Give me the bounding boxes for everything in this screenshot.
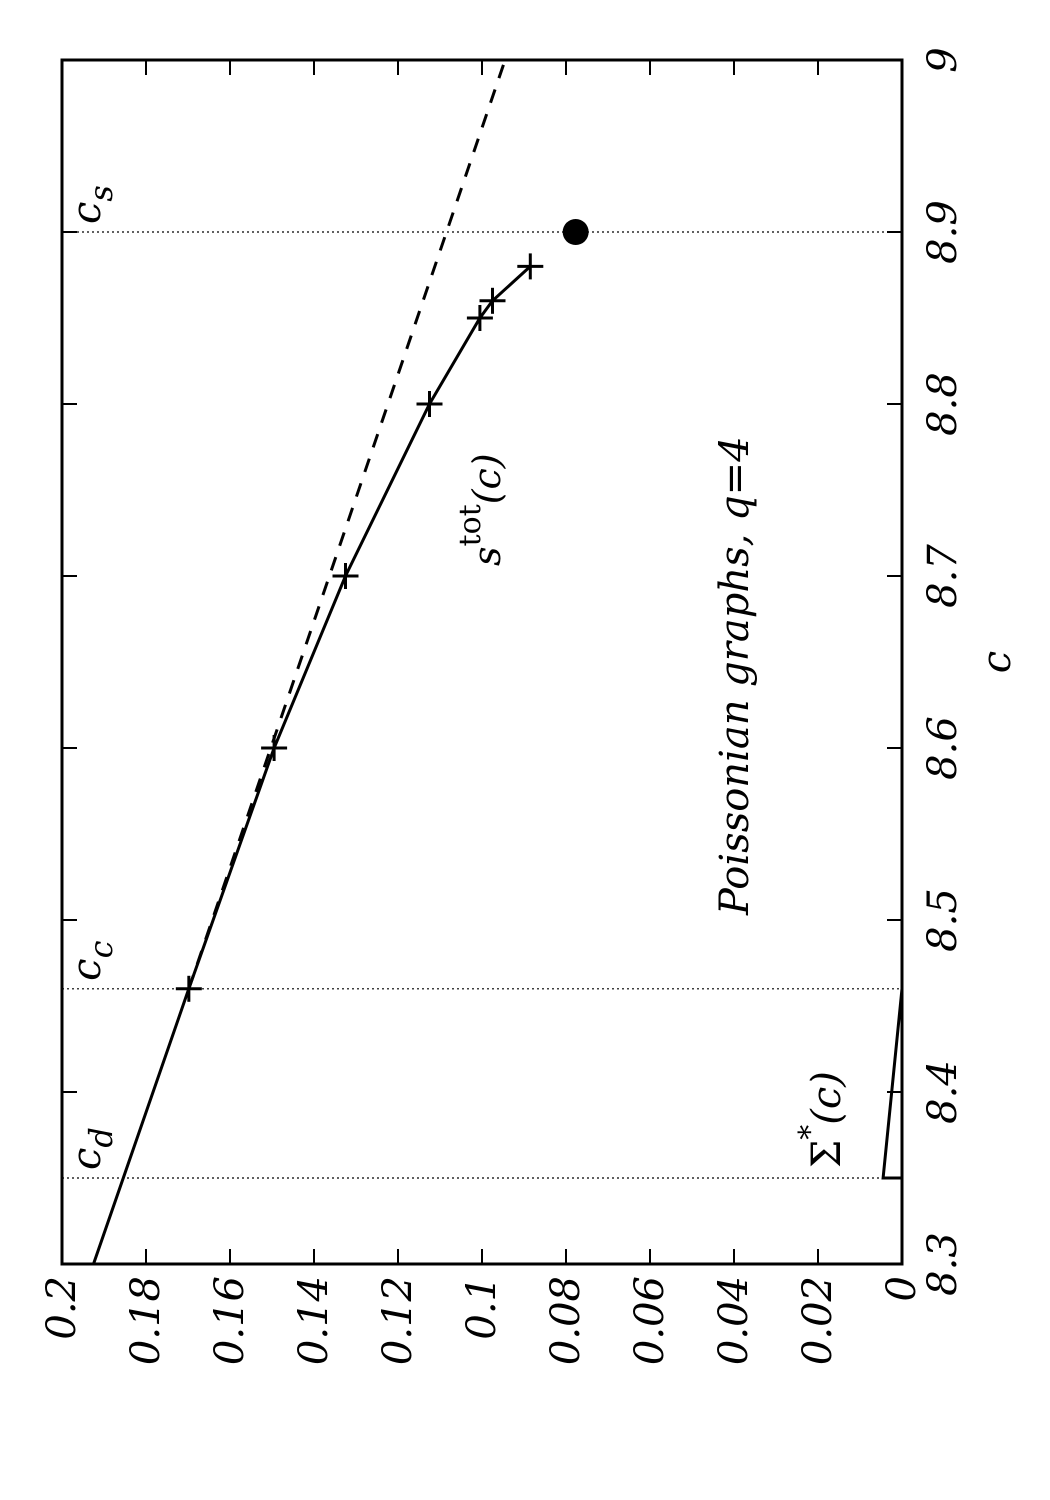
label-sigma-base: Σ bbox=[804, 1140, 850, 1168]
series-dashed-line bbox=[187, 59, 507, 990]
stot-point-marker bbox=[479, 287, 506, 314]
stot-point-marker bbox=[332, 563, 359, 589]
y-tick-label: 0.18 bbox=[123, 1276, 169, 1365]
stot-point-marker bbox=[517, 253, 544, 280]
x-tick-label: 8.4 bbox=[920, 1060, 966, 1124]
series-endpoint-circle bbox=[562, 219, 589, 245]
stot-point-marker bbox=[466, 305, 493, 331]
label-c-d-base: c bbox=[64, 1148, 110, 1170]
series-sigma-line bbox=[881, 988, 904, 1180]
label-c-c: cc bbox=[64, 940, 120, 980]
x-tick-label: 8.9 bbox=[920, 200, 966, 264]
x-axis-title: c bbox=[974, 651, 1020, 673]
y-tick-label: 0.12 bbox=[375, 1276, 421, 1365]
x-tick-label: 8.7 bbox=[920, 544, 966, 608]
label-c-s: cs bbox=[64, 185, 120, 224]
stot-point-marker bbox=[416, 391, 443, 417]
label-c-s-base: c bbox=[64, 202, 110, 224]
y-tick-label: 0.2 bbox=[39, 1276, 85, 1340]
label-sigma-rest: (c) bbox=[804, 1071, 850, 1125]
y-tick-label: 0.02 bbox=[795, 1276, 841, 1365]
x-tick-label: 8.6 bbox=[920, 716, 966, 780]
label-c-c-base: c bbox=[64, 958, 110, 980]
y-tick-label: 0.06 bbox=[627, 1276, 673, 1365]
label-c-d: cd bbox=[64, 1127, 120, 1170]
label-s-tot-base: s bbox=[465, 546, 509, 566]
plot-rotated: 8.3 8.4 8.5 8.6 8.7 8.8 8.9 9 0 0.02 0.04 0.06 0.08 0… bbox=[39, 47, 1020, 1365]
label-graph-type: Poissonian graphs, q=4 bbox=[712, 436, 758, 916]
y-tick-label: 0.04 bbox=[711, 1276, 757, 1365]
label-s-tot: stot(c) bbox=[453, 453, 509, 566]
label-c-c-sub: c bbox=[82, 940, 120, 958]
y-tick-label: 0.08 bbox=[543, 1276, 589, 1365]
label-s-tot-rest: (c) bbox=[465, 453, 509, 504]
tick-layer: 8.3 8.4 8.5 8.6 8.7 8.8 8.9 9 0 0.02 0.04 0.06 0.08 0… bbox=[39, 47, 966, 1365]
x-tick-label: 9 bbox=[920, 47, 966, 72]
label-c-s-sub: s bbox=[82, 185, 120, 201]
y-tick-label: 0.16 bbox=[207, 1276, 253, 1365]
y-tick-label: 0.14 bbox=[291, 1276, 337, 1365]
grid-layer bbox=[62, 231, 902, 1179]
series-stot-line bbox=[92, 265, 532, 1265]
label-sigma-sup: * bbox=[793, 1125, 828, 1140]
series-layer bbox=[92, 59, 904, 1265]
y-tick-label: 0 bbox=[879, 1276, 925, 1301]
label-sigma-star: Σ*(c) bbox=[793, 1071, 850, 1168]
x-tick-label: 8.8 bbox=[920, 372, 966, 436]
y-tick-label: 0.1 bbox=[459, 1276, 505, 1340]
x-tick-label: 8.3 bbox=[920, 1232, 966, 1296]
label-c-d-sub: d bbox=[82, 1127, 120, 1147]
plot-frame bbox=[60, 58, 904, 1266]
x-tick-label: 8.5 bbox=[920, 888, 966, 952]
label-s-tot-sup: tot bbox=[453, 504, 488, 546]
